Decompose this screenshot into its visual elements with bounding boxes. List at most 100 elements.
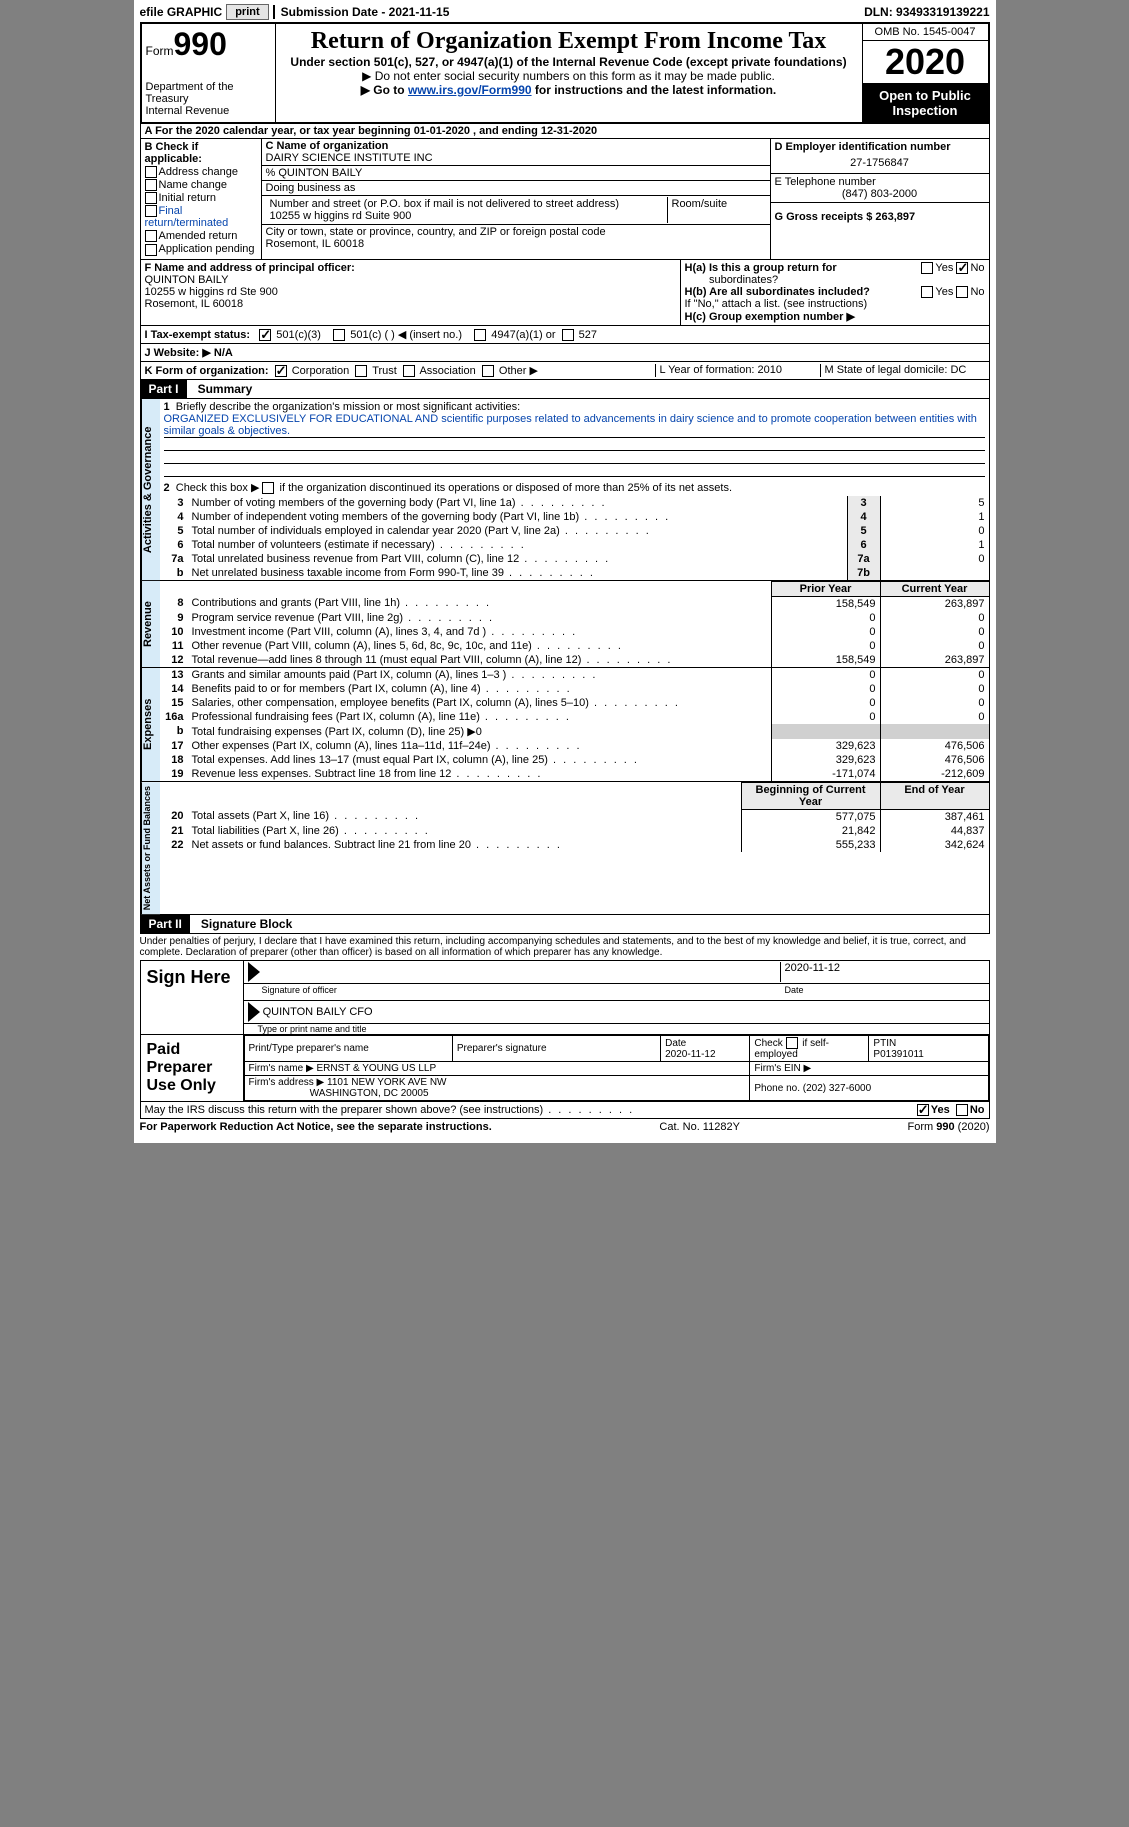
c-name-label: C Name of organization <box>266 140 389 152</box>
part2-header-row: Part II Signature Block <box>140 915 990 934</box>
section-h: H(a) Is this a group return for Yes No s… <box>681 260 989 325</box>
cb-527[interactable] <box>562 329 574 341</box>
cb-501c3[interactable] <box>259 329 271 341</box>
netassets-table: Beginning of Current Year End of Year 20… <box>160 782 989 852</box>
header-left: Form990 Department of the Treasury Inter… <box>142 24 276 122</box>
firm-addr2: WASHINGTON, DC 20005 <box>310 1088 429 1099</box>
cb-self-employed[interactable] <box>786 1037 798 1049</box>
ein-value: 27-1756847 <box>775 153 985 173</box>
cb-address-change[interactable] <box>145 166 157 178</box>
discuss-row: May the IRS discuss this return with the… <box>140 1102 990 1119</box>
paid-preparer-label: Paid Preparer Use Only <box>141 1035 244 1101</box>
table-row: 15Salaries, other compensation, employee… <box>160 696 989 710</box>
part1-title: Summary <box>190 382 253 396</box>
part2-badge: Part II <box>141 915 190 933</box>
dba-label: Doing business as <box>262 181 770 196</box>
cb-discontinued[interactable] <box>262 482 274 494</box>
gross-receipts: G Gross receipts $ 263,897 <box>775 211 916 223</box>
section-bcde: B Check if applicable: Address change Na… <box>140 139 990 260</box>
cb-ha-yes[interactable] <box>921 262 933 274</box>
section-f: F Name and address of principal officer:… <box>141 260 681 325</box>
table-row: 8Contributions and grants (Part VIII, li… <box>160 596 989 611</box>
cb-name-change[interactable] <box>145 179 157 191</box>
dln-number: DLN: 93493319139221 <box>864 5 989 19</box>
cb-ha-no[interactable] <box>956 262 968 274</box>
header-note2: ▶ Go to www.irs.gov/Form990 for instruct… <box>280 83 858 97</box>
footer-mid: Cat. No. 11282Y <box>659 1121 740 1133</box>
cb-final-return[interactable] <box>145 205 157 217</box>
part2-title: Signature Block <box>193 917 292 931</box>
cb-amended[interactable] <box>145 230 157 242</box>
governance-table: 3Number of voting members of the governi… <box>160 496 989 580</box>
table-row: bNet unrelated business taxable income f… <box>160 566 989 580</box>
cb-discuss-yes[interactable] <box>917 1104 929 1116</box>
print-button[interactable]: print <box>226 4 268 20</box>
footer-left: For Paperwork Reduction Act Notice, see … <box>140 1121 492 1133</box>
arrow-icon <box>248 1002 260 1022</box>
table-row: 21Total liabilities (Part X, line 26)21,… <box>160 824 989 838</box>
expenses-section: Expenses 13Grants and similar amounts pa… <box>140 668 990 782</box>
hb-note: If "No," attach a list. (see instruction… <box>685 298 985 310</box>
date-caption: Date <box>785 985 985 999</box>
submission-date: Submission Date - 2021-11-15 <box>273 5 450 19</box>
cb-assoc[interactable] <box>403 365 415 377</box>
q1-label: Briefly describe the organization's miss… <box>176 401 520 413</box>
cb-discuss-no[interactable] <box>956 1104 968 1116</box>
form-number: 990 <box>174 26 227 62</box>
table-row: 17Other expenses (Part IX, column (A), l… <box>160 739 989 753</box>
mission-text: ORGANIZED EXCLUSIVELY FOR EDUCATIONAL AN… <box>164 413 985 438</box>
revenue-section: Revenue Prior Year Current Year 8Contrib… <box>140 581 990 668</box>
table-row: 13Grants and similar amounts paid (Part … <box>160 668 989 682</box>
ein-label: D Employer identification number <box>775 141 985 153</box>
form-subtitle: Under section 501(c), 527, or 4947(a)(1)… <box>280 55 858 69</box>
table-row: 20Total assets (Part X, line 16)577,0753… <box>160 809 989 824</box>
preparer-block: Paid Preparer Use Only Print/Type prepar… <box>140 1035 990 1102</box>
addr-label: Number and street (or P.O. box if mail i… <box>270 198 620 210</box>
cb-trust[interactable] <box>355 365 367 377</box>
table-row: 10Investment income (Part VIII, column (… <box>160 625 989 639</box>
row-i: I Tax-exempt status: 501(c)(3) 501(c) ( … <box>140 326 990 344</box>
signature-block: Sign Here 2020-11-12 Signature of office… <box>140 960 990 1035</box>
expenses-tab: Expenses <box>141 668 160 781</box>
cb-hb-yes[interactable] <box>921 286 933 298</box>
row-a-tax-year: A For the 2020 calendar year, or tax yea… <box>140 124 990 139</box>
cb-other[interactable] <box>482 365 494 377</box>
officer-addr2: Rosemont, IL 60018 <box>145 298 244 310</box>
section-de: D Employer identification number 27-1756… <box>770 139 989 259</box>
page-footer: For Paperwork Reduction Act Notice, see … <box>140 1119 990 1133</box>
preparer-table: Print/Type preparer's name Preparer's si… <box>244 1035 989 1101</box>
form-label: Form <box>146 44 174 58</box>
year-formation: L Year of formation: 2010 <box>655 364 820 377</box>
revenue-tab: Revenue <box>141 581 160 667</box>
state-domicile: M State of legal domicile: DC <box>820 364 985 377</box>
cb-501c[interactable] <box>333 329 345 341</box>
officer-addr1: 10255 w higgins rd Ste 900 <box>145 286 278 298</box>
begin-year-header: Beginning of Current Year <box>741 782 880 809</box>
sign-here-label: Sign Here <box>141 961 244 1034</box>
tax-year: 2020 <box>863 41 988 84</box>
prior-year-header: Prior Year <box>771 581 880 596</box>
arrow-icon <box>248 962 260 982</box>
row-klm: K Form of organization: Corporation Trus… <box>140 362 990 380</box>
form-header: Form990 Department of the Treasury Inter… <box>140 22 990 124</box>
sig-date: 2020-11-12 <box>780 962 985 982</box>
netassets-tab: Net Assets or Fund Balances <box>141 782 160 914</box>
firm-phone: (202) 327-6000 <box>803 1083 871 1094</box>
cb-pending[interactable] <box>145 244 157 256</box>
cb-initial-return[interactable] <box>145 192 157 204</box>
firm-addr1: 1101 NEW YORK AVE NW <box>327 1077 446 1088</box>
table-row: 16aProfessional fundraising fees (Part I… <box>160 710 989 724</box>
expenses-table: 13Grants and similar amounts paid (Part … <box>160 668 989 781</box>
cb-4947[interactable] <box>474 329 486 341</box>
sig-officer-caption: Signature of officer <box>248 985 785 999</box>
governance-section: Activities & Governance 1 Briefly descri… <box>140 399 990 581</box>
cb-corp[interactable] <box>275 365 287 377</box>
open-to-public: Open to Public Inspection <box>863 84 988 122</box>
instructions-link[interactable]: www.irs.gov/Form990 <box>408 83 532 97</box>
firm-name: ERNST & YOUNG US LLP <box>316 1063 436 1074</box>
section-fh: F Name and address of principal officer:… <box>140 260 990 326</box>
netassets-section: Net Assets or Fund Balances Beginning of… <box>140 782 990 915</box>
table-row: 22Net assets or fund balances. Subtract … <box>160 838 989 852</box>
cb-hb-no[interactable] <box>956 286 968 298</box>
table-row: 19Revenue less expenses. Subtract line 1… <box>160 767 989 781</box>
